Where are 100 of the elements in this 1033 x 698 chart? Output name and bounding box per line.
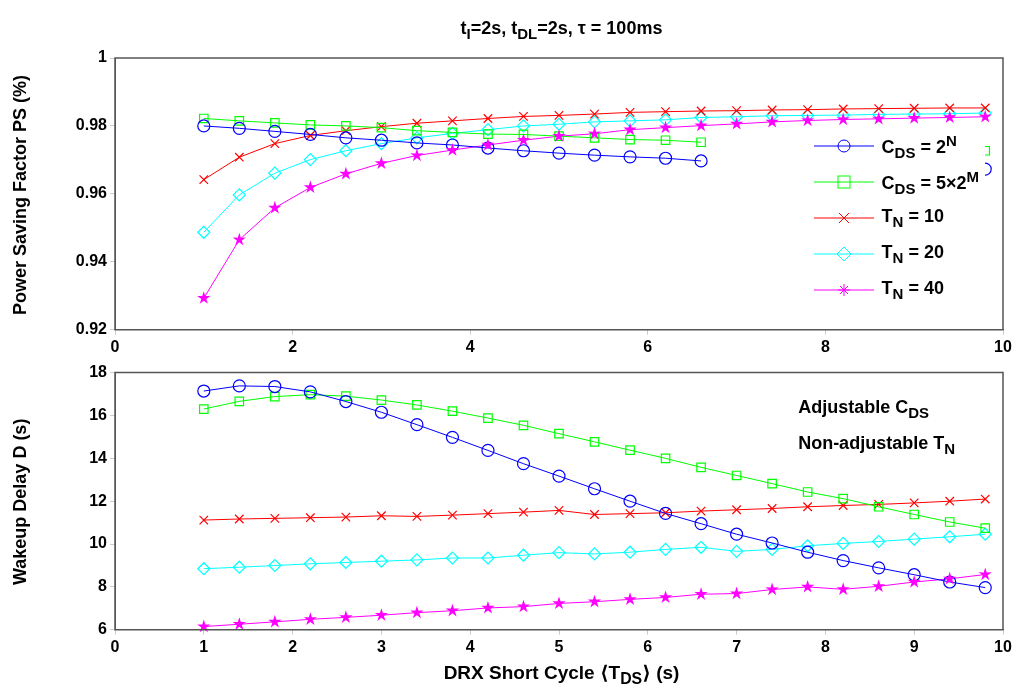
point [445,143,460,156]
x-tick-label: 6 [643,337,653,355]
point [589,109,600,119]
point [481,141,495,155]
point [836,536,850,551]
point [623,545,637,559]
point [445,138,460,152]
point [554,505,564,516]
point [696,462,706,473]
point [516,144,531,158]
point [943,575,957,589]
point [516,133,531,146]
point [410,131,424,145]
x-tick-label: 0 [110,637,120,655]
point [483,113,493,124]
point [694,517,708,531]
point [802,104,813,115]
point [765,582,779,596]
point [445,430,460,444]
point [447,510,458,520]
point [907,575,921,588]
x-tick-label: 8 [820,337,830,355]
point [232,121,246,135]
point [374,608,389,621]
point [412,118,422,129]
legend-label: C$_{DS}$ = 5×2$^{M}$ [881,167,979,197]
y-tick-label: 14 [89,448,108,466]
point [980,523,991,534]
point [730,544,744,558]
point [872,579,886,592]
point [305,512,316,523]
point [552,117,566,131]
point [445,551,460,565]
point [481,123,495,137]
point [801,545,815,559]
point [270,391,280,402]
point [623,592,637,606]
point [589,509,600,520]
point [374,156,389,169]
point [623,150,637,164]
point [303,612,318,625]
annotation: Adjustable C$_{DS}$ [798,396,930,423]
point [944,103,955,113]
point [729,586,744,600]
point [589,133,600,143]
point [836,112,850,126]
point [412,400,422,410]
point [980,494,991,504]
point [552,146,566,160]
point [943,530,957,544]
point [270,118,280,128]
point [232,188,246,202]
point [198,515,209,525]
point [516,599,531,613]
point [589,436,600,447]
point [270,138,280,149]
point [838,493,848,504]
y-axis-title: Wakeup Delay D (s) [10,417,31,588]
point [587,482,602,496]
point [339,555,353,570]
y-axis-title: Power Saving Factor PS (%) [10,73,31,318]
point [447,116,458,126]
point [587,126,602,140]
point [376,395,387,405]
annotation: Non-adjustable T$_{N}$ [798,431,955,459]
point [552,469,566,483]
point [587,547,602,561]
point [731,504,742,515]
y-tick-label: 0.92 [75,320,108,338]
point [658,151,673,165]
point [802,487,813,497]
point [623,114,637,128]
legend-label: C$_{DS}$ = 2$^{N}$ [881,131,957,161]
point [944,517,955,527]
point [516,119,531,133]
x-tick-label: 9 [909,637,919,655]
point [410,605,424,619]
point [587,115,602,129]
point [554,110,564,121]
point [694,110,708,125]
point [268,614,282,628]
point [658,590,673,604]
point [731,105,742,116]
point [234,116,245,126]
point [481,443,495,457]
point [305,389,316,400]
point [412,125,422,136]
point [765,536,779,550]
point [767,503,777,514]
point [694,154,708,168]
y-tick-label: 0.96 [75,184,108,202]
point [374,554,388,568]
point [374,133,388,147]
x-axis-title: DRX Short Cycle ⟨T$_{DS}$⟩ (s) [442,661,681,688]
point [376,510,387,521]
chart-title: t$_{I}$=2s, t$_{DL}$=2s, τ = 100ms [459,18,664,42]
point [447,406,458,417]
point [234,152,245,163]
x-tick-label: 10 [994,337,1012,355]
point [197,119,211,133]
